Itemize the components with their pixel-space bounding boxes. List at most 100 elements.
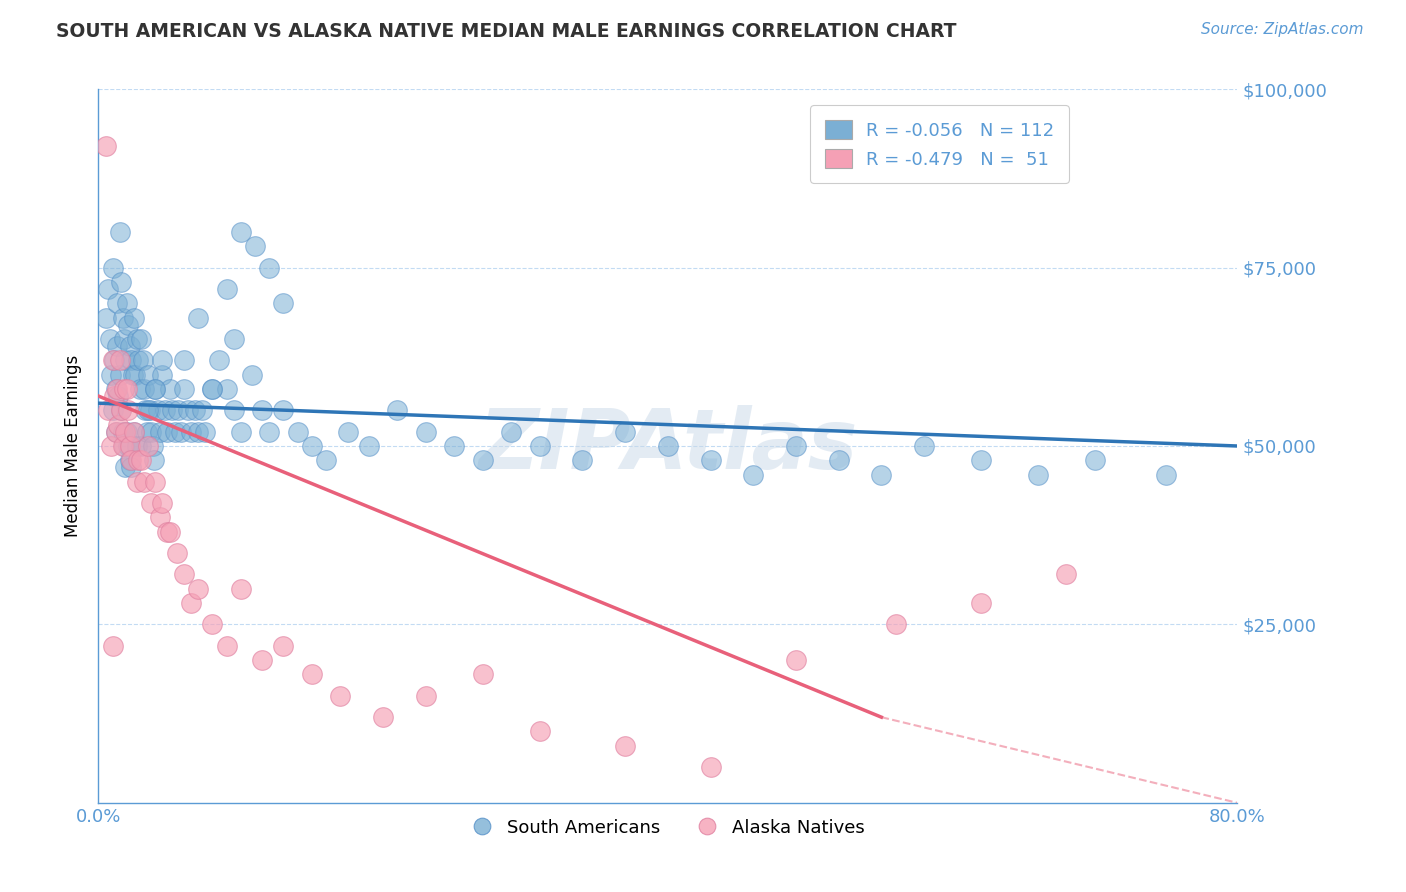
Point [529, 439, 551, 453]
Point [184, 403, 207, 417]
Point [135, 425, 157, 439]
Point [614, 425, 637, 439]
Point [155, 403, 177, 417]
Point [112, 439, 135, 453]
Point [148, 403, 170, 417]
Point [273, 403, 295, 417]
Point [1056, 567, 1078, 582]
Point [215, 282, 238, 296]
Point [471, 453, 494, 467]
Point [201, 617, 224, 632]
Point [107, 417, 129, 432]
Point [373, 710, 395, 724]
Point [173, 382, 195, 396]
Point [152, 353, 174, 368]
Point [136, 368, 159, 382]
Point [229, 225, 252, 239]
Point [108, 353, 131, 368]
Point [101, 353, 124, 368]
Point [136, 403, 159, 417]
Point [110, 403, 132, 417]
Point [159, 524, 181, 539]
Point [120, 453, 142, 467]
Point [101, 260, 124, 275]
Point [149, 425, 172, 439]
Point [165, 425, 187, 439]
Point [828, 453, 851, 467]
Point [273, 639, 295, 653]
Point [122, 425, 145, 439]
Point [98, 332, 121, 346]
Point [215, 382, 238, 396]
Point [229, 582, 252, 596]
Point [259, 260, 281, 275]
Point [1026, 467, 1049, 482]
Point [100, 439, 122, 453]
Point [742, 467, 765, 482]
Point [110, 403, 132, 417]
Point [357, 439, 380, 453]
Point [884, 617, 907, 632]
Point [125, 475, 148, 489]
Point [912, 439, 935, 453]
Point [152, 496, 174, 510]
Point [120, 460, 142, 475]
Point [103, 353, 125, 368]
Point [301, 439, 323, 453]
Point [134, 403, 156, 417]
Point [785, 653, 807, 667]
Point [177, 403, 200, 417]
Point [112, 382, 135, 396]
Point [166, 546, 188, 560]
Point [443, 439, 465, 453]
Point [415, 425, 437, 439]
Point [699, 760, 721, 774]
Point [156, 425, 179, 439]
Point [112, 332, 135, 346]
Point [180, 596, 202, 610]
Point [120, 353, 142, 368]
Point [125, 439, 148, 453]
Point [529, 724, 551, 739]
Point [970, 453, 993, 467]
Point [471, 667, 494, 681]
Point [1084, 453, 1107, 467]
Text: SOUTH AMERICAN VS ALASKA NATIVE MEDIAN MALE EARNINGS CORRELATION CHART: SOUTH AMERICAN VS ALASKA NATIVE MEDIAN M… [56, 22, 956, 41]
Point [131, 353, 153, 368]
Point [229, 425, 252, 439]
Point [124, 368, 146, 382]
Point [145, 382, 167, 396]
Point [201, 382, 224, 396]
Point [149, 510, 172, 524]
Point [118, 453, 141, 467]
Point [614, 739, 637, 753]
Point [415, 689, 437, 703]
Point [156, 524, 179, 539]
Point [287, 425, 309, 439]
Point [104, 382, 127, 396]
Point [167, 403, 190, 417]
Point [129, 439, 152, 453]
Point [187, 310, 209, 325]
Text: ZIPAtlas: ZIPAtlas [478, 406, 858, 486]
Point [110, 275, 132, 289]
Point [501, 425, 523, 439]
Point [222, 332, 245, 346]
Y-axis label: Median Male Earnings: Median Male Earnings [65, 355, 83, 537]
Point [104, 425, 127, 439]
Point [657, 439, 679, 453]
Point [103, 389, 125, 403]
Point [122, 310, 145, 325]
Text: Source: ZipAtlas.com: Source: ZipAtlas.com [1201, 22, 1364, 37]
Point [162, 403, 184, 417]
Point [699, 453, 721, 467]
Point [105, 339, 128, 353]
Point [114, 425, 136, 439]
Point [191, 403, 214, 417]
Point [259, 425, 281, 439]
Point [97, 282, 120, 296]
Point [173, 353, 195, 368]
Point [243, 239, 266, 253]
Point [159, 382, 181, 396]
Point [125, 332, 148, 346]
